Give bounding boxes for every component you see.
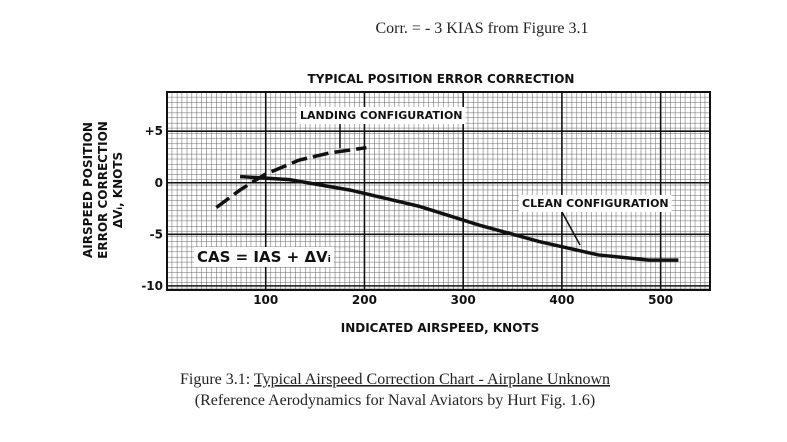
y-tick-label: -10 xyxy=(141,279,163,293)
y-axis-label: AIRSPEED POSITION xyxy=(81,122,95,258)
y-tick-label: 0 xyxy=(155,176,163,190)
caption-source: (Reference Aerodynamics for Naval Aviato… xyxy=(195,392,595,409)
y-axis-label: ΔVᵢ, KNOTS xyxy=(111,152,125,228)
y-axis-label: ERROR CORRECTION xyxy=(96,121,110,259)
series-line xyxy=(215,145,367,209)
caption-label: Figure 3.1: xyxy=(180,371,250,388)
chart-title: TYPICAL POSITION ERROR CORRECTION xyxy=(308,72,575,86)
x-tick-label: 200 xyxy=(352,293,377,307)
x-tick-label: 400 xyxy=(549,293,574,307)
label-box xyxy=(297,107,466,124)
label-leader xyxy=(561,211,581,246)
series-label: LANDING CONFIGURATION xyxy=(300,109,463,122)
annotation: CAS = IAS + ΔVᵢ xyxy=(197,248,331,266)
label-box xyxy=(519,195,672,212)
series-line xyxy=(239,174,679,262)
series-label: CLEAN CONFIGURATION xyxy=(522,197,669,210)
header: Corr. = - 3 KIAS from Figure 3.1 xyxy=(375,20,588,37)
caption-title: Typical Airspeed Correction Chart - Airp… xyxy=(254,371,610,388)
x-axis-label: INDICATED AIRSPEED, KNOTS xyxy=(341,321,540,335)
caption: Figure 3.1: Typical Airspeed Correction … xyxy=(180,371,610,388)
y-tick-label: +5 xyxy=(145,124,163,138)
x-tick-label: 100 xyxy=(253,293,278,307)
y-tick-label: -5 xyxy=(150,227,163,241)
x-tick-label: 500 xyxy=(648,293,673,307)
annotation-box xyxy=(194,247,334,267)
x-tick-label: 300 xyxy=(451,293,476,307)
